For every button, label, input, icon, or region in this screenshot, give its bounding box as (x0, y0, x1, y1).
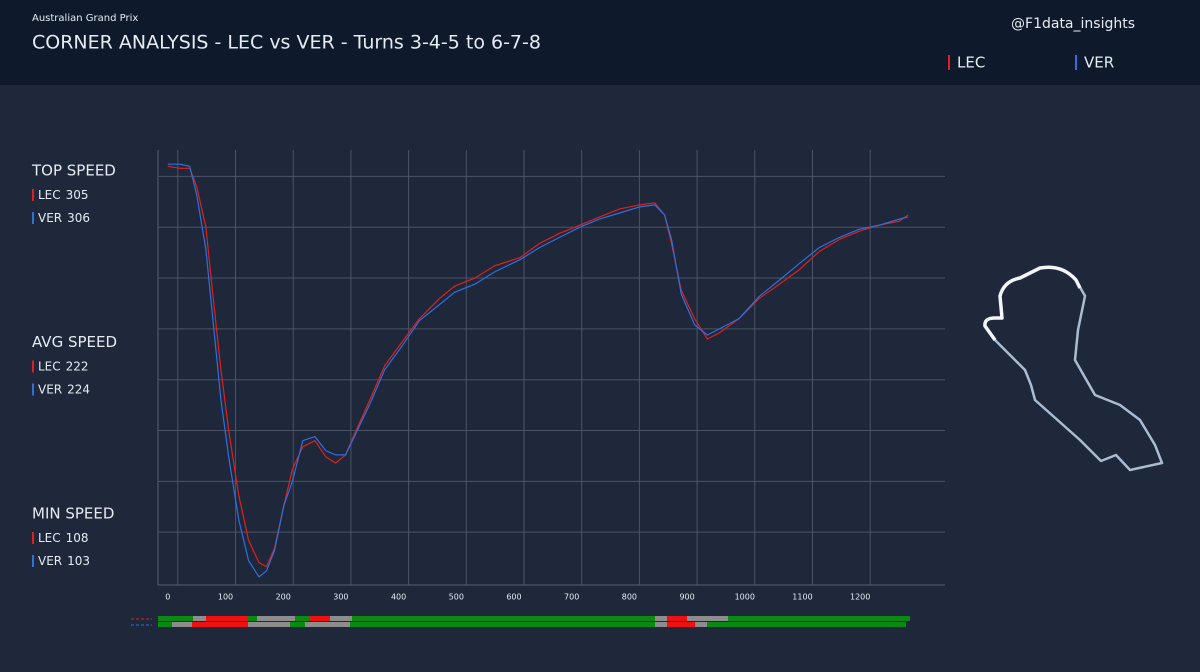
stat-swatch (32, 360, 34, 373)
track-highlight (983, 265, 1082, 342)
stat-entry: VER 103 (38, 554, 90, 568)
stat-value: 306 (67, 211, 90, 225)
sector-row (158, 622, 906, 627)
x-tick-label: 800 (622, 593, 637, 602)
stat-entry: VER 306 (38, 211, 90, 225)
legend-swatch (1075, 55, 1077, 70)
stat-value: 224 (67, 382, 90, 396)
stat-title: MIN SPEED (32, 505, 114, 523)
legend: LEC VER (948, 54, 1114, 72)
x-tick-label: 1000 (735, 593, 755, 602)
x-tick-label: 100 (218, 593, 233, 602)
stat-entry: LEC 108 (38, 531, 89, 545)
title: CORNER ANALYSIS - LEC vs VER - Turns 3-4… (32, 32, 541, 54)
sector-loss (192, 616, 695, 627)
stat-entry: LEC 222 (38, 359, 89, 373)
track (983, 266, 1164, 472)
handle: @F1data_insights (1011, 16, 1135, 32)
stat-value: 103 (67, 554, 90, 568)
speed-line (167, 163, 909, 578)
legend-swatch (948, 55, 950, 70)
stat-value: 222 (66, 359, 89, 373)
x-tick-label: 1100 (792, 593, 812, 602)
track-map (983, 265, 1164, 472)
stat-entry: LEC 305 (38, 188, 89, 202)
stat-title: TOP SPEED (31, 162, 116, 180)
sector-row (158, 616, 910, 621)
stat-swatch (32, 532, 34, 544)
sector-neutral (172, 616, 728, 627)
stat-swatch (32, 212, 34, 224)
header-band (0, 0, 1200, 85)
plot: 0 100 200 300 400 500 600 700 800 900 1000 1100 1200 (157, 150, 945, 602)
x-tick-label: 300 (333, 593, 348, 602)
stat-driver: LEC (38, 359, 61, 373)
stat-driver: VER (38, 211, 62, 225)
x-tick-label: 500 (449, 593, 464, 602)
stat-title: AVG SPEED (32, 333, 117, 351)
speed-line (167, 165, 909, 568)
stat-entry: VER 224 (38, 382, 90, 396)
stat-value: 305 (66, 188, 89, 202)
legend-label: VER (1084, 54, 1114, 72)
stat-driver: LEC (38, 531, 61, 545)
x-tick-label: 1200 (850, 593, 870, 602)
mini-sectors (131, 616, 910, 627)
x-tick-label: 900 (679, 593, 694, 602)
legend-label: LEC (957, 54, 985, 72)
stat-driver: VER (38, 554, 62, 568)
stats: TOP SPEED LEC 305 VER 306 AVG SPEED LEC 222 VER 2… (31, 162, 117, 568)
x-tick-label: 600 (506, 593, 521, 602)
x-tick-label: 0 (165, 593, 170, 602)
x-tick-label: 700 (564, 593, 579, 602)
x-tick-label: 400 (391, 593, 406, 602)
stat-value: 108 (66, 531, 89, 545)
subtitle: Australian Grand Prix (32, 13, 138, 24)
x-tick-label: 200 (276, 593, 291, 602)
stat-swatch (32, 383, 34, 396)
stat-swatch (32, 189, 34, 201)
stat-driver: LEC (38, 188, 61, 202)
stat-swatch (32, 555, 34, 567)
stat-driver: VER (38, 382, 62, 396)
